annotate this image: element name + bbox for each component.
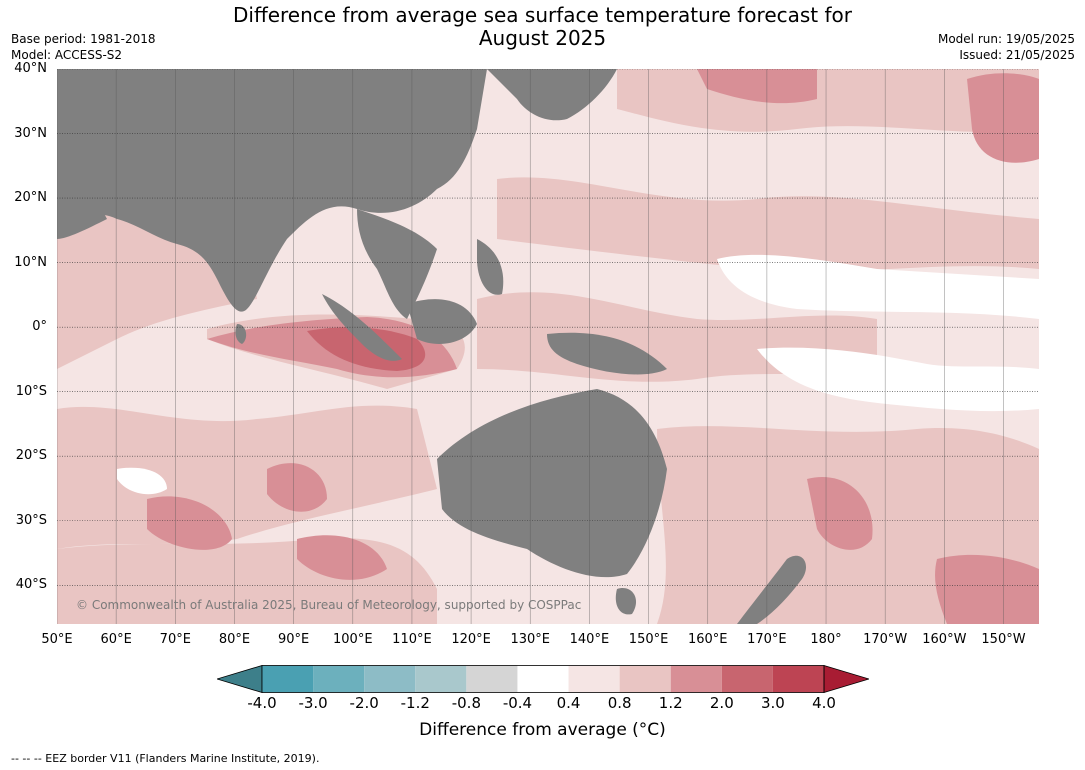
map-panel <box>57 69 1039 624</box>
latitude-label: 40°N <box>14 61 47 76</box>
colorbar-segment <box>364 665 416 693</box>
colorbar-segment <box>670 665 722 693</box>
longitude-label: 110°E <box>392 632 432 647</box>
land-arabia <box>57 169 107 239</box>
latitude-label: 30°S <box>15 512 47 528</box>
issued-date: Issued: 21/05/2025 <box>959 48 1075 62</box>
colorbar-segment <box>568 665 620 693</box>
colorbar-tick-label: -1.2 <box>400 694 430 712</box>
colorbar-segment <box>517 665 569 693</box>
land-indochina <box>357 209 437 319</box>
colorbar-tick-label: -3.0 <box>298 694 328 712</box>
meta-right: Model run: 19/05/2025 Issued: 21/05/2025 <box>938 31 1075 63</box>
colorbar-tick-label: 0.4 <box>556 694 581 712</box>
land-australia <box>437 389 667 578</box>
longitude-label: 50°E <box>41 632 73 647</box>
colorbar-tick-label: -4.0 <box>247 694 277 712</box>
colorbar-tick-label: 4.0 <box>812 694 836 712</box>
latitude-label: 20°N <box>14 190 47 206</box>
colorbar-segment <box>772 665 824 693</box>
meta-left: Base period: 1981-2018 Model: ACCESS-S2 <box>11 31 156 63</box>
latitude-label: 10°S <box>15 383 47 399</box>
copyright-notice: © Commonwealth of Australia 2025, Bureau… <box>76 598 582 612</box>
longitude-label: 120°E <box>451 632 491 647</box>
land-asia <box>57 69 487 312</box>
longitude-label: 140°E <box>569 632 610 647</box>
latitude-label: 30°N <box>14 125 47 141</box>
colorbar-label: Difference from average (°C) <box>419 720 666 740</box>
colorbar-tick-label: -0.8 <box>451 694 481 712</box>
colorbar-segment <box>721 665 773 693</box>
colorbar-tick-label: 1.2 <box>658 694 683 712</box>
latitude-label: 20°S <box>15 448 47 464</box>
longitude-label: 100°E <box>333 632 373 647</box>
longitude-label: 160°E <box>687 632 728 647</box>
colorbar-frame <box>261 665 825 693</box>
land-masses <box>57 69 807 624</box>
longitude-label: 170°E <box>747 632 787 647</box>
latitude-label: 10°N <box>14 254 47 270</box>
longitude-label: 90°E <box>277 632 310 647</box>
land-tasmania <box>615 588 637 615</box>
colorbar-tick-label: -2.0 <box>349 694 379 712</box>
land-new-guinea <box>547 332 667 375</box>
longitude-label: 150°W <box>981 632 1026 647</box>
colorbar-under-arrow <box>215 664 263 694</box>
colorbar-segment <box>415 665 467 693</box>
latitude-label: 40°S <box>15 577 47 593</box>
colorbar-canvas <box>215 664 871 694</box>
land-new-zealand <box>737 555 807 624</box>
model-run: Model run: 19/05/2025 <box>937 32 1075 46</box>
graticule <box>57 69 1039 624</box>
model-name: Model: ACCESS-S2 <box>11 48 123 62</box>
map-title-line-1: Difference from average sea surface temp… <box>232 3 852 27</box>
map-canvas <box>57 69 1039 624</box>
longitude-label: 80°E <box>218 632 251 647</box>
colorbar-segment <box>262 665 314 693</box>
longitude-label: 70°E <box>159 632 191 647</box>
colorbar <box>215 664 871 694</box>
land-sri-lanka <box>235 324 247 344</box>
longitude-label: 160°W <box>922 632 967 647</box>
latitude-label: 0° <box>32 319 47 335</box>
land-korea-japan <box>487 69 617 121</box>
map-title: Difference from average sea surface temp… <box>0 4 1085 50</box>
longitude-label: 60°E <box>100 632 132 647</box>
colorbar-tick-label: 3.0 <box>760 694 785 712</box>
land-philippines <box>477 239 504 295</box>
colorbar-tick-label: 2.0 <box>709 694 734 712</box>
colorbar-tick-label: -0.4 <box>502 694 533 712</box>
eez-note: -- -- -- EEZ border V11 (Flanders Marine… <box>11 752 320 765</box>
longitude-label: 130°E <box>510 632 551 647</box>
longitude-label: 170°W <box>863 632 908 647</box>
longitude-label: 150°E <box>628 632 669 647</box>
colorbar-segment <box>313 665 365 693</box>
base-period: Base period: 1981-2018 <box>11 32 156 46</box>
colorbar-tick-label: 0.8 <box>607 694 632 712</box>
map-title-line-2: August 2025 <box>478 26 607 50</box>
colorbar-over-arrow <box>823 664 871 694</box>
land-borneo <box>407 299 477 344</box>
colorbar-segment <box>619 665 671 693</box>
colorbar-segment <box>466 665 518 693</box>
longitude-label: 180° <box>810 632 842 647</box>
